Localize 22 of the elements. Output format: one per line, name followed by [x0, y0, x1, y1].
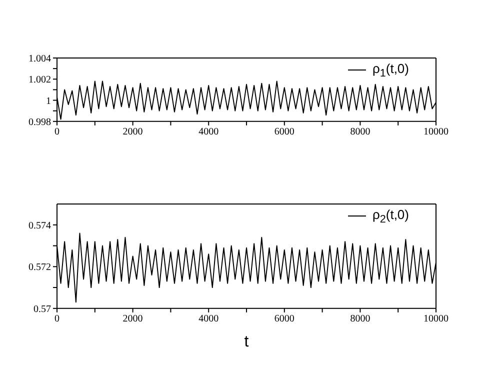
x-tick-label: 0: [54, 126, 60, 138]
y-tick-label: 1: [46, 96, 51, 107]
legend-label: ρ$_{1}$(t,0): [372, 61, 409, 80]
x-tick-label: 6000: [274, 126, 294, 138]
x-axis-title: t: [244, 333, 250, 350]
legend-label: ρ$_{2}$(t,0): [372, 207, 409, 226]
y-tick-label: 0.998: [28, 116, 51, 128]
x-tick-label: 4000: [198, 314, 219, 325]
y-tick-label: 0.57: [34, 304, 51, 315]
y-tick-label: 0.572: [28, 262, 51, 274]
x-tick-label: 10000: [424, 314, 448, 325]
x-tick-label: 2000: [122, 126, 143, 138]
y-tick-label: 0.574: [28, 220, 51, 232]
x-tick-label: 6000: [274, 314, 294, 325]
y-tick-label: 1.002: [28, 74, 51, 86]
x-tick-label: 8000: [350, 314, 370, 325]
x-tick-label: 2000: [122, 314, 143, 325]
y-tick-label: 1.004: [28, 54, 51, 65]
x-tick-label: 10000: [424, 126, 448, 138]
x-tick-label: 4000: [198, 126, 219, 138]
x-tick-label: 8000: [350, 126, 370, 138]
x-tick-label: 0: [54, 314, 60, 325]
